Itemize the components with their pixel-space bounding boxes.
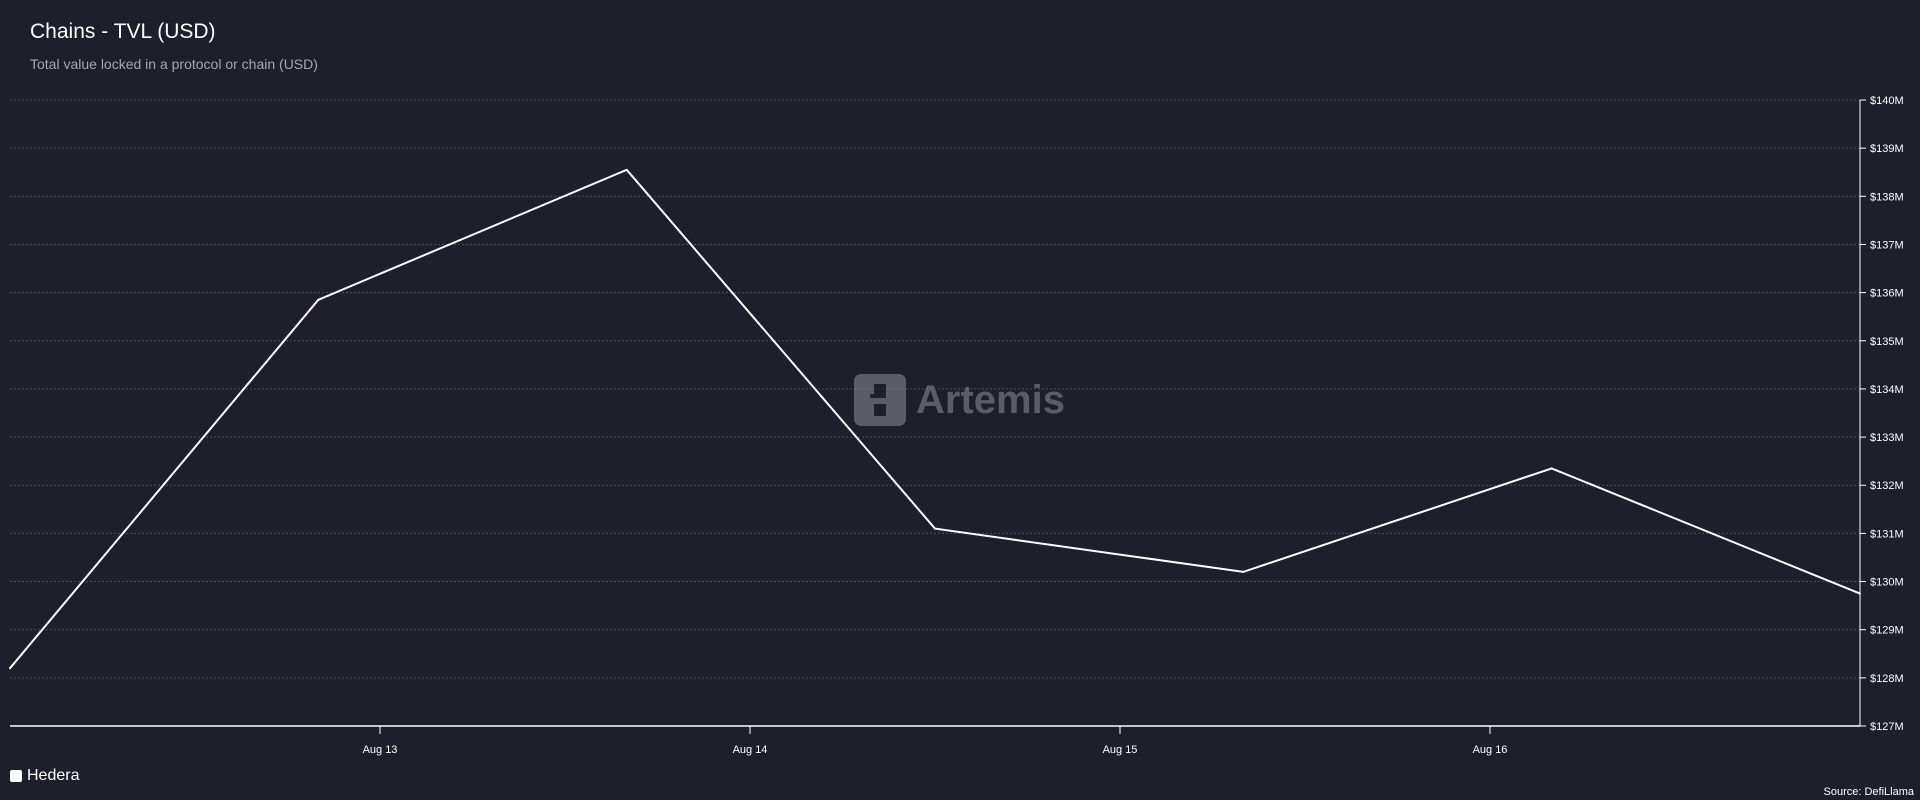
- y-tick-label: $135M: [1870, 336, 1904, 348]
- y-tick-label: $140M: [1870, 95, 1904, 107]
- artemis-logo-icon: [854, 374, 906, 426]
- legend-label-hedera: Hedera: [27, 767, 80, 784]
- chart-title: Chains - TVL (USD): [30, 20, 216, 43]
- x-tick-label: Aug 16: [1473, 744, 1508, 756]
- y-tick-label: $131M: [1870, 528, 1904, 540]
- y-tick-label: $137M: [1870, 239, 1904, 251]
- y-tick-label: $133M: [1870, 432, 1904, 444]
- y-tick-label: $130M: [1870, 577, 1904, 589]
- legend[interactable]: Hedera: [10, 767, 79, 785]
- data-point: [1859, 592, 1861, 595]
- data-point: [9, 667, 11, 670]
- legend-swatch: [10, 770, 22, 782]
- x-tick-label: Aug 14: [733, 744, 768, 756]
- data-point: [317, 298, 320, 301]
- y-tick-label: $132M: [1870, 480, 1904, 492]
- y-tick-label: $139M: [1870, 143, 1904, 155]
- data-point: [934, 527, 936, 530]
- chart-subtitle: Total value locked in a protocol or chai…: [30, 56, 318, 72]
- data-point: [1550, 467, 1553, 470]
- y-tick-label: $138M: [1870, 191, 1904, 203]
- y-tick-label: $127M: [1870, 721, 1904, 733]
- y-tick-label: $129M: [1870, 625, 1904, 637]
- artemis-watermark: Artemis: [854, 374, 1065, 426]
- x-tick-label: Aug 15: [1103, 744, 1138, 756]
- gridlines: [10, 99, 1860, 679]
- series-layer: [9, 168, 1861, 670]
- y-tick-label: $134M: [1870, 384, 1904, 396]
- watermark-text: Artemis: [916, 377, 1065, 422]
- y-tick-label: $128M: [1870, 673, 1904, 685]
- axes: $127M $128M $129M $130M $131M $132M $133M $134M…: [10, 95, 1904, 756]
- source-note: Source: DefiLlama: [1823, 786, 1915, 798]
- y-tick-label: $136M: [1870, 288, 1904, 300]
- x-tick-label: Aug 13: [363, 744, 398, 756]
- data-point: [1242, 570, 1245, 573]
- data-point: [625, 168, 628, 171]
